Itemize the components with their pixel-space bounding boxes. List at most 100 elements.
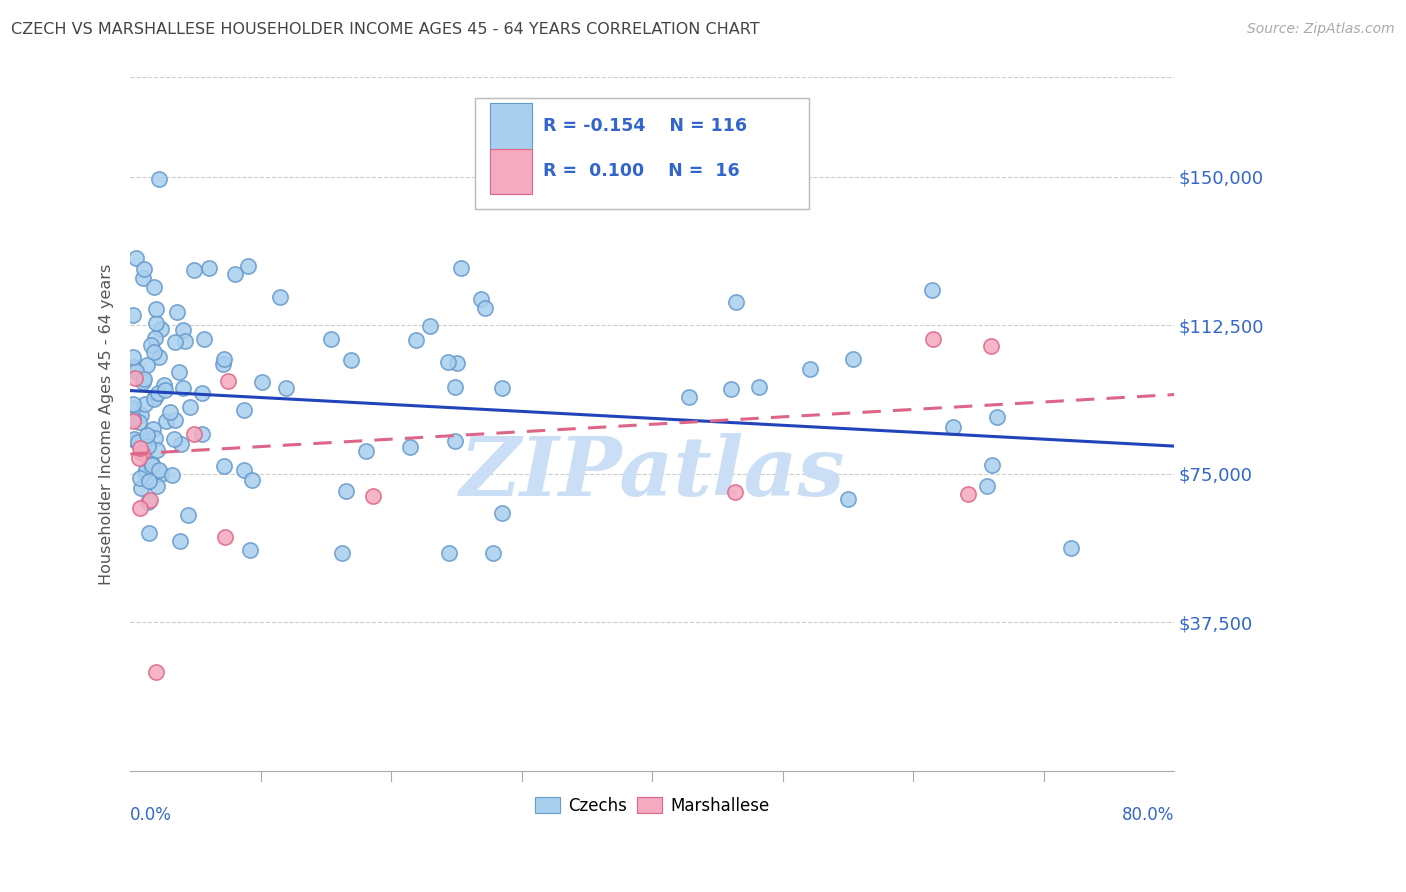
Point [957,487,980,501]
Point [125,252,148,266]
Text: R = -0.154    N = 116: R = -0.154 N = 116 [543,117,747,135]
Point [172,381,194,395]
Point [837,491,859,506]
Bar [491,149,533,194]
Point [986,410,1008,425]
Y-axis label: Householder Income Ages 45 - 64 years: Householder Income Ages 45 - 64 years [100,264,114,585]
Point [128,450,150,465]
Point [124,370,146,384]
Point [143,431,166,445]
Point [361,489,384,503]
Point [232,463,254,477]
Point [942,420,965,434]
Point [183,426,205,441]
Point [128,500,150,515]
Point [319,332,342,346]
Text: CZECH VS MARSHALLESE HOUSEHOLDER INCOME AGES 45 - 64 YEARS CORRELATION CHART: CZECH VS MARSHALLESE HOUSEHOLDER INCOME … [11,22,759,37]
Point [172,323,194,337]
Point [183,263,205,277]
Point [269,290,291,304]
Point [1060,541,1083,555]
Point [418,318,440,333]
Point [145,302,167,317]
Point [335,484,357,499]
Point [236,260,259,274]
Point [162,468,184,483]
Point [122,360,145,375]
Point [125,434,148,448]
Point [193,332,215,346]
Point [142,421,165,435]
Point [155,384,177,398]
Point [134,397,156,411]
Point [481,546,503,560]
Point [444,380,467,394]
Point [135,428,157,442]
Point [128,441,150,455]
Point [173,334,195,348]
Point [145,317,167,331]
Point [142,280,165,294]
Point [446,356,468,370]
Point [143,331,166,345]
Point [139,492,162,507]
Point [224,267,246,281]
Point [439,546,461,560]
Point [799,362,821,376]
Point [122,397,145,411]
Point [163,334,186,349]
Point [129,409,152,423]
Point [165,413,187,427]
Point [678,390,700,404]
Point [143,344,166,359]
Point [122,308,145,322]
Text: 80.0%: 80.0% [1122,805,1174,824]
Point [129,481,152,495]
Point [159,404,181,418]
Point [179,401,201,415]
Point [148,172,170,186]
Point [146,442,169,457]
Point [217,374,239,388]
Point [921,283,943,297]
Point [491,380,513,394]
Point [470,292,492,306]
Point [146,386,169,401]
Point [145,665,167,679]
Point [125,364,148,378]
Point [134,434,156,448]
Point [131,375,153,389]
Point [122,414,145,428]
Point [122,401,145,415]
Point [135,463,157,477]
Point [214,530,236,544]
Point [274,381,297,395]
Point [720,382,742,396]
Legend: Czechs, Marshallese: Czechs, Marshallese [529,790,776,822]
Point [238,542,260,557]
Point [138,525,160,540]
Point [141,458,163,472]
Point [330,546,353,560]
Point [122,350,145,364]
Point [138,495,160,509]
Point [212,458,235,473]
Point [142,392,165,407]
Point [141,338,163,352]
Point [136,439,159,453]
Point [980,338,1002,352]
Point [232,403,254,417]
Point [132,270,155,285]
Point [450,260,472,275]
Point [134,262,156,277]
Point [128,471,150,485]
Point [240,473,263,487]
Bar [491,103,533,149]
Point [141,457,163,471]
Point [148,350,170,364]
Point [141,458,163,472]
Point [437,355,460,369]
Point [981,458,1004,473]
Point [162,433,184,447]
Point [149,467,172,481]
